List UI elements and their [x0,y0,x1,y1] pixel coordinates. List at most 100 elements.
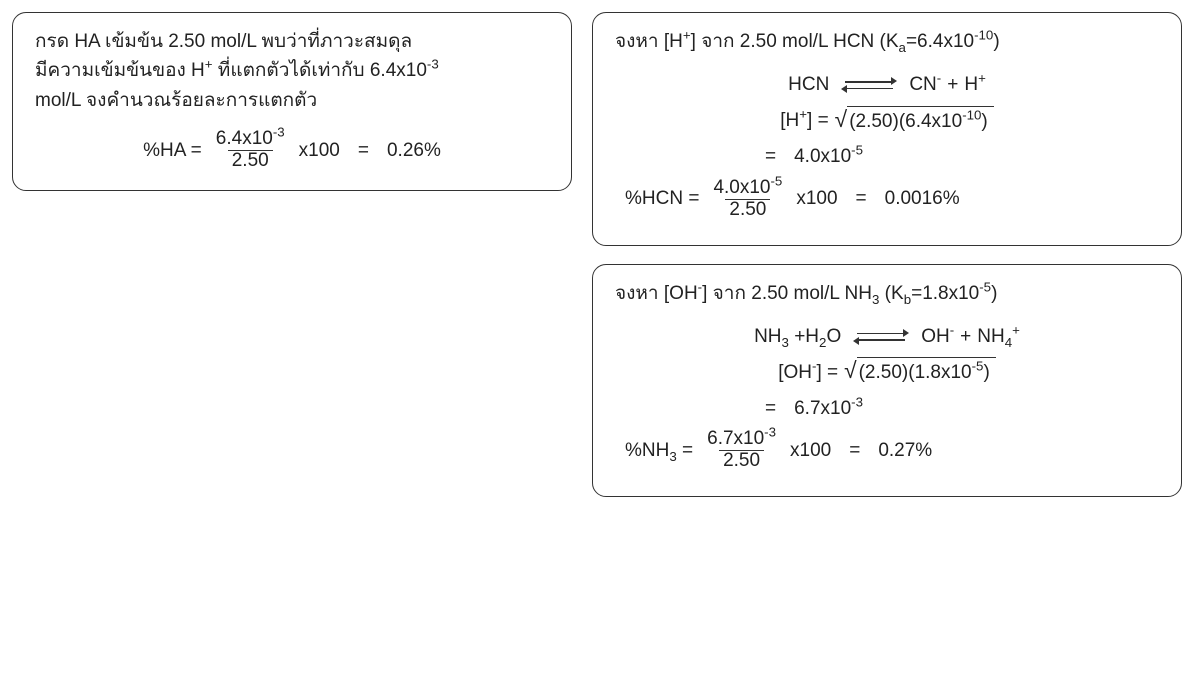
equation-ha-percent: %HA = 6.4x10-3 2.50 x100 = 0.26% [35,129,549,172]
text: mol/L จงคำนวณร้อยละการแตกตัว [35,90,317,111]
text: (K [879,283,903,304]
result: 4.0x10-5 [794,142,863,171]
equals: = [358,136,369,165]
text: %NH [625,440,669,461]
text: =6.4x10 [906,31,974,52]
text: +H [789,326,819,347]
text: OH [921,326,950,347]
reactant: HCN [788,70,829,99]
text: H [964,74,978,95]
plus: + [947,70,958,99]
equals: = [765,394,776,423]
exponent: -10 [974,28,993,43]
problem-box-hcn: จงหา [H+] จาก 2.50 mol/L HCN (Ka=6.4x10-… [592,12,1182,246]
text: O [826,326,841,347]
text: ) [983,362,989,383]
subscript: 3 [782,335,789,350]
product: H+ [964,70,986,99]
superscript: + [205,57,213,72]
prompt-ha: กรด HA เข้มข้น 2.50 mol/L พบว่าที่ภาวะสม… [35,27,549,115]
prompt-nh3: จงหา [OH-] จาก 2.50 mol/L NH3 (Kb=1.8x10… [615,279,1159,308]
denominator: 2.50 [725,199,770,221]
equals: = [765,142,776,171]
product: NH4+ [977,322,1020,351]
subscript: 3 [669,449,676,464]
plus: + [960,322,971,351]
text: x100 [790,436,831,465]
result: 0.27% [878,436,932,465]
equals: = [849,436,860,465]
left-column: กรด HA เข้มข้น 2.50 mol/L พบว่าที่ภาวะสม… [12,12,572,663]
problem-box-nh3: จงหา [OH-] จาก 2.50 mol/L NH3 (Kb=1.8x10… [592,264,1182,498]
text: จงหา [OH [615,283,698,304]
equation-oh-sqrt: [OH-] = √ (2.50)(1.8x10-5) [615,357,1159,387]
product: OH- [921,322,954,351]
text: 6.4x10 [216,128,273,149]
result: 0.26% [387,136,441,165]
fraction: 6.7x10-3 2.50 [703,429,780,472]
radical-icon: √ [835,106,848,136]
text: x100 [796,184,837,213]
text: กรด HA เข้มข้น 2.50 mol/L พบว่าที่ภาวะสม… [35,31,412,52]
text: ) [993,31,999,52]
radicand: (2.50)(6.4x10-10) [847,106,994,136]
text: (2.50)(6.4x10 [849,111,962,132]
lhs: [OH-] = [778,358,838,387]
text: ] = [816,362,838,383]
text: =1.8x10 [911,283,979,304]
superscript: + [683,28,691,43]
equals: = [856,184,867,213]
text: = [677,440,693,461]
text: [OH [778,362,812,383]
numerator: 6.4x10-3 [212,129,289,150]
product: CN- [909,70,941,99]
superscript: + [1012,323,1020,338]
superscript: + [978,71,986,86]
text: NH [977,326,1004,347]
equation-h-result: = 4.0x10-5 [615,142,1159,171]
lhs: %HCN = [625,184,699,213]
result: 6.7x10-3 [794,394,863,423]
text: จงหา [H [615,31,683,52]
lhs: %NH3 = [625,436,693,465]
equation-nh3-percent: %NH3 = 6.7x10-3 2.50 x100 = 0.27% [615,429,1159,472]
result: 0.0016% [885,184,960,213]
text: x100 [299,136,340,165]
numerator: 4.0x10-5 [709,178,786,199]
exponent: -3 [427,57,439,72]
text: CN [909,74,936,95]
text: 6.7x10 [707,428,764,449]
text: 4.0x10 [713,177,770,198]
superscript: - [950,323,954,338]
exponent: -3 [764,425,776,440]
text: (2.50)(1.8x10 [859,362,972,383]
equation-hcn-percent: %HCN = 4.0x10-5 2.50 x100 = 0.0016% [615,178,1159,221]
subscript: b [904,291,911,306]
equation-oh-result: = 6.7x10-3 [615,394,1159,423]
square-root: √ (2.50)(1.8x10-5) [844,357,996,387]
text: ที่แตกตัวได้เท่ากับ 6.4x10 [213,60,427,81]
equation-h-sqrt: [H+] = √ (2.50)(6.4x10-10) [615,106,1159,136]
text: 4.0x10 [794,146,851,167]
exponent: -5 [770,173,782,188]
lhs: %HA = [143,136,202,165]
superscript: - [937,71,941,86]
exponent: -5 [851,143,863,158]
subscript: a [899,40,906,55]
text: ) [981,111,987,132]
problem-box-ha: กรด HA เข้มข้น 2.50 mol/L พบว่าที่ภาวะสม… [12,12,572,191]
text: [H [780,110,799,131]
exponent: -10 [962,108,981,123]
text: ] จาก 2.50 mol/L HCN (K [691,31,899,52]
text: ] = [807,110,829,131]
text: มีความเข้มข้นของ H [35,60,205,81]
text: 6.7x10 [794,398,851,419]
denominator: 2.50 [228,150,273,172]
square-root: √ (2.50)(6.4x10-10) [835,106,994,136]
lhs: [H+] = [780,106,828,135]
exponent: -3 [273,125,285,140]
radicand: (2.50)(1.8x10-5) [857,357,996,387]
text: ) [991,283,997,304]
equilibrium-arrow-icon [853,330,909,344]
exponent: -5 [979,279,991,294]
